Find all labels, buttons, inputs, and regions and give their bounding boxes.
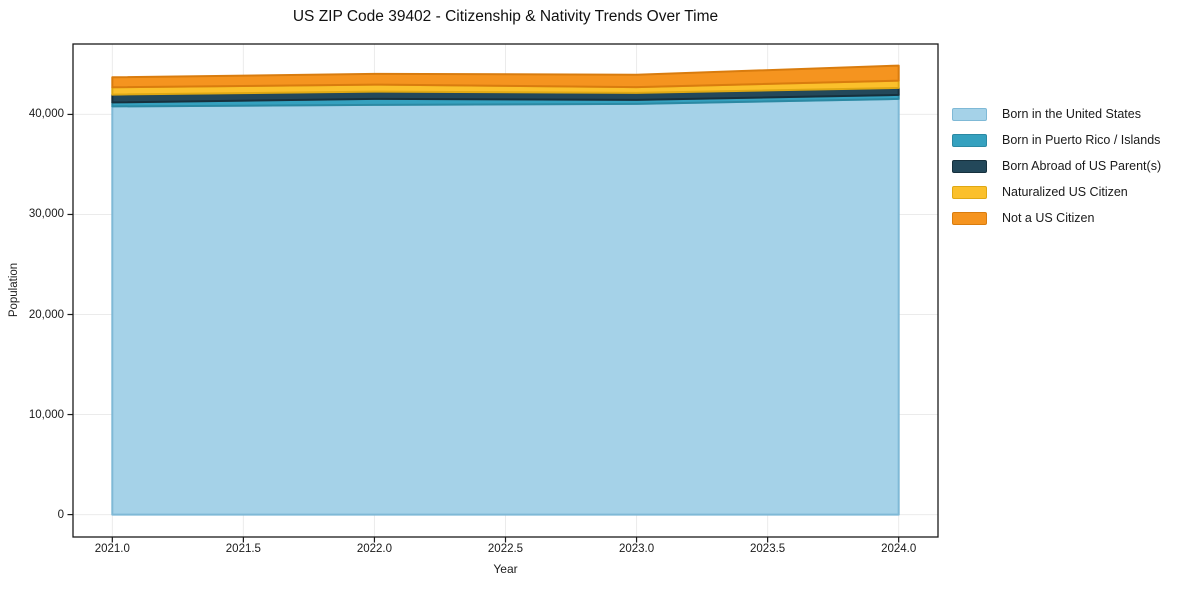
y-tick-label: 20,000 xyxy=(28,308,64,321)
legend-label: Born Abroad of US Parent(s) xyxy=(1002,159,1162,173)
x-axis-label: Year xyxy=(493,562,518,576)
x-tick-label: 2024.0 xyxy=(881,543,917,555)
x-tick-label: 2021.5 xyxy=(225,543,261,555)
y-tick-label: 30,000 xyxy=(28,208,64,221)
y-tick-label: 0 xyxy=(57,508,64,521)
area-not-a-us-citizen xyxy=(111,64,900,89)
legend-swatch-icon xyxy=(952,185,987,199)
legend-item-not-a-us-citizen: Not a US Citizen xyxy=(952,205,1161,231)
legend-swatch-icon xyxy=(952,133,987,147)
x-tick-label: 2022.0 xyxy=(356,543,393,555)
x-tick-label: 2023.0 xyxy=(618,543,655,555)
legend-swatch-icon xyxy=(952,107,987,121)
y-axis-label: Population xyxy=(8,262,20,318)
x-tick-label: 2022.5 xyxy=(487,543,524,555)
legend-item-born-in-puerto-rico-islands: Born in Puerto Rico / Islands xyxy=(952,127,1161,153)
chart-title: US ZIP Code 39402 - Citizenship & Nativi… xyxy=(292,8,719,25)
area-born-in-the-united-states xyxy=(111,97,900,516)
x-tick-label: 2023.5 xyxy=(750,543,786,555)
y-tick-label: 40,000 xyxy=(28,108,64,121)
legend-item-naturalized-us-citizen: Naturalized US Citizen xyxy=(952,179,1161,205)
legend-label: Born in Puerto Rico / Islands xyxy=(1002,133,1161,147)
legend-item-born-in-the-united-states: Born in the United States xyxy=(952,101,1161,127)
legend-label: Born in the United States xyxy=(1002,107,1141,121)
legend-label: Not a US Citizen xyxy=(1002,211,1095,225)
legend-swatch-icon xyxy=(952,211,987,225)
legend-item-born-abroad-of-us-parent-s: Born Abroad of US Parent(s) xyxy=(952,153,1161,179)
legend: Born in the United States Born in Puerto … xyxy=(952,101,1161,231)
legend-label: Naturalized US Citizen xyxy=(1002,185,1128,199)
x-tick-label: 2021.0 xyxy=(94,543,130,555)
legend-swatch-icon xyxy=(952,159,987,173)
y-tick-label: 10,000 xyxy=(28,408,64,421)
